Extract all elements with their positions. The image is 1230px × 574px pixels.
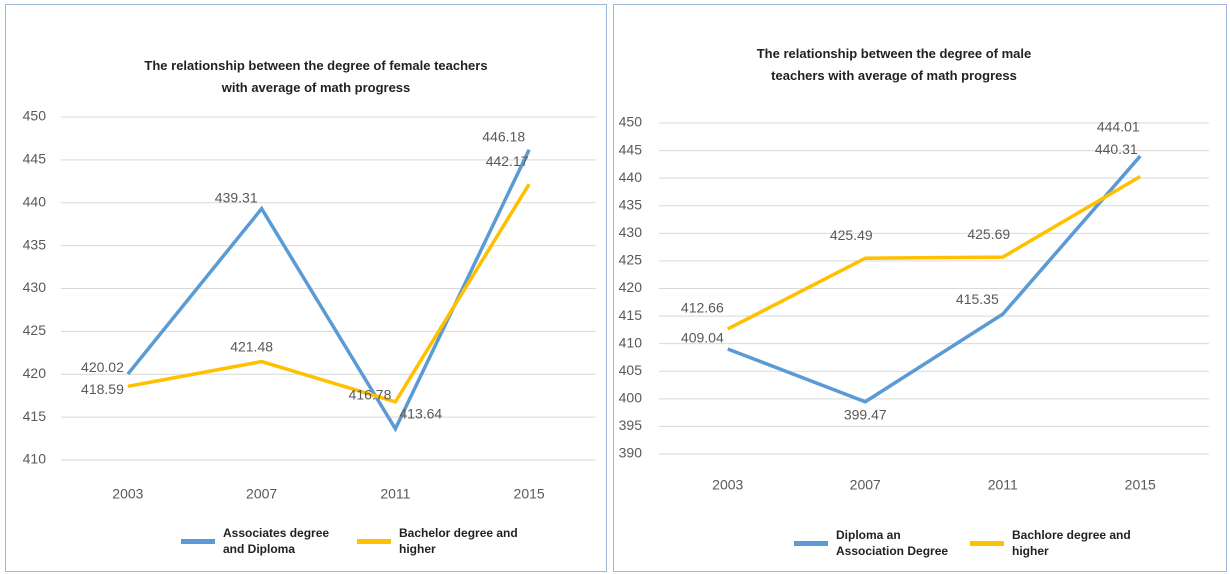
y-tick-label: 420	[619, 279, 643, 295]
plot: 410 415 420 425 430 435 440 445 450 2003 2007 2011 2…	[23, 108, 596, 502]
chart-panel: The relationship between the degree of m…	[613, 4, 1227, 572]
legend-label: Bachelor degree and higher	[399, 526, 518, 556]
data-line	[127, 183, 531, 404]
x-tick-label: 2007	[850, 477, 881, 493]
legend-label: Bachlore degree and higher	[1012, 528, 1131, 558]
plot: 390 395 400 405 410 415 420 425 430 435 440 445 450 2…	[619, 114, 1209, 493]
data-label: 446.18	[482, 128, 525, 144]
data-label: 425.49	[830, 227, 873, 243]
legend-swatch	[181, 538, 215, 544]
y-tick-label: 425	[23, 322, 47, 338]
y-tick-label: 420	[23, 365, 47, 381]
legend-swatch	[970, 540, 1004, 546]
y-tick-label: 430	[619, 224, 643, 240]
x-tick-label: 2003	[112, 486, 143, 502]
x-tick-label: 2011	[380, 486, 410, 502]
x-tick-label: 2007	[246, 486, 277, 502]
y-tick-label: 410	[619, 334, 643, 350]
legend-item: Associates degree and Diploma	[181, 525, 343, 557]
y-tick-label: 445	[619, 141, 643, 157]
y-tick-label: 440	[619, 169, 643, 185]
data-label: 440.31	[1095, 141, 1138, 157]
y-tick-label: 440	[23, 193, 47, 209]
y-tick-label: 410	[23, 451, 47, 467]
x-tick-label: 2003	[712, 477, 743, 493]
x-tick-label: 2015	[514, 486, 545, 502]
y-tick-label: 415	[23, 408, 47, 424]
data-label: 412.66	[681, 300, 724, 316]
y-tick-label: 450	[619, 114, 643, 130]
data-label: 413.64	[399, 405, 442, 421]
data-line	[727, 154, 1142, 404]
data-label: 439.31	[215, 189, 258, 205]
legend-label: Diploma an Association Degree	[836, 528, 949, 558]
data-label: 444.01	[1097, 119, 1140, 135]
data-line	[726, 174, 1142, 331]
y-tick-label: 400	[619, 390, 643, 406]
legend-label: Associates degree and Diploma	[223, 526, 330, 556]
y-tick-label: 405	[619, 362, 643, 378]
data-label: 418.59	[81, 381, 124, 397]
data-label: 409.04	[681, 330, 724, 346]
data-label: 425.69	[967, 226, 1010, 242]
data-label: 416.78	[349, 387, 392, 403]
y-tick-label: 430	[23, 279, 47, 295]
legend-swatch	[794, 540, 828, 546]
data-label: 421.48	[230, 338, 273, 354]
data-label: 442.17	[486, 153, 529, 169]
data-label: 420.02	[81, 359, 124, 375]
y-tick-label: 435	[619, 196, 643, 212]
y-tick-label: 425	[619, 252, 643, 268]
legend: Diploma an Association Degree Bachlore de…	[794, 527, 1132, 559]
chart-title: The relationship between the degree of f…	[144, 58, 488, 95]
y-tick-label: 450	[23, 108, 47, 124]
legend: Associates degree and Diploma Bachelor de…	[181, 525, 519, 557]
chart-panel: The relationship between the degree of f…	[5, 4, 607, 572]
legend-swatch	[357, 538, 391, 544]
y-tick-label: 445	[23, 151, 47, 167]
y-tick-label: 395	[619, 417, 643, 433]
x-tick-label: 2015	[1125, 477, 1156, 493]
data-label: 399.47	[844, 406, 887, 422]
data-label: 415.35	[956, 291, 999, 307]
y-tick-label: 435	[23, 236, 47, 252]
legend-item: Bachlore degree and higher	[970, 527, 1132, 559]
y-tick-label: 415	[619, 307, 643, 323]
data-line	[126, 149, 531, 433]
chart-title: The relationship between the degree of m…	[756, 46, 1032, 83]
x-tick-label: 2011	[988, 477, 1018, 493]
legend-item: Bachelor degree and higher	[357, 525, 519, 557]
legend-item: Diploma an Association Degree	[794, 527, 956, 559]
y-tick-label: 390	[619, 445, 643, 461]
